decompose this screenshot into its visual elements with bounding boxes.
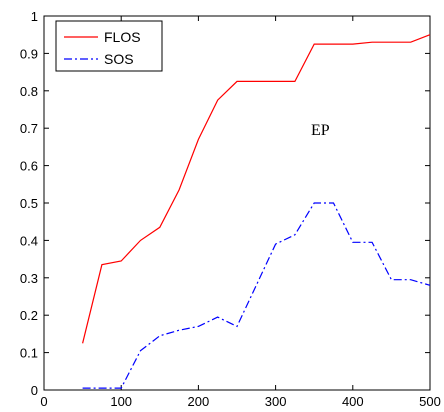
plot-area — [43, 15, 431, 391]
legend-box — [55, 20, 163, 72]
legend-sos-label: SOS — [104, 51, 134, 67]
y-tick-label: 0.8 — [20, 84, 38, 99]
x-tick-label: 300 — [265, 394, 287, 409]
x-tick-label: 0 — [40, 394, 47, 409]
series-line-sos — [82, 202, 431, 389]
series-layer — [82, 34, 431, 389]
y-tick-label: 0.9 — [20, 46, 38, 61]
y-tick-label: 0.1 — [20, 346, 38, 361]
series-line-flos — [82, 34, 431, 344]
y-tick-label: 0.7 — [20, 121, 38, 136]
y-tick-label: 0.5 — [20, 196, 38, 211]
legend: FLOS SOS — [55, 20, 163, 72]
y-tick-label: 0.4 — [20, 233, 38, 248]
y-tick-label: 1 — [31, 9, 38, 24]
y-tick-label: 0.6 — [20, 159, 38, 174]
y-tick-label: 0.2 — [20, 308, 38, 323]
x-tick-label: 200 — [188, 394, 210, 409]
x-tick-label: 500 — [419, 394, 441, 409]
legend-flos-label: FLOS — [104, 29, 141, 45]
x-tick-label: 400 — [342, 394, 364, 409]
x-tick-label: 100 — [110, 394, 132, 409]
ep-annotation: EP — [311, 122, 330, 139]
axis-ticks: 0 100 200 300 400 500 0 0.1 0.2 0.3 0.4 0.5 0.6 0.7 0.… — [20, 9, 441, 409]
y-tick-label: 0.3 — [20, 271, 38, 286]
y-tick-label: 0 — [31, 383, 38, 398]
